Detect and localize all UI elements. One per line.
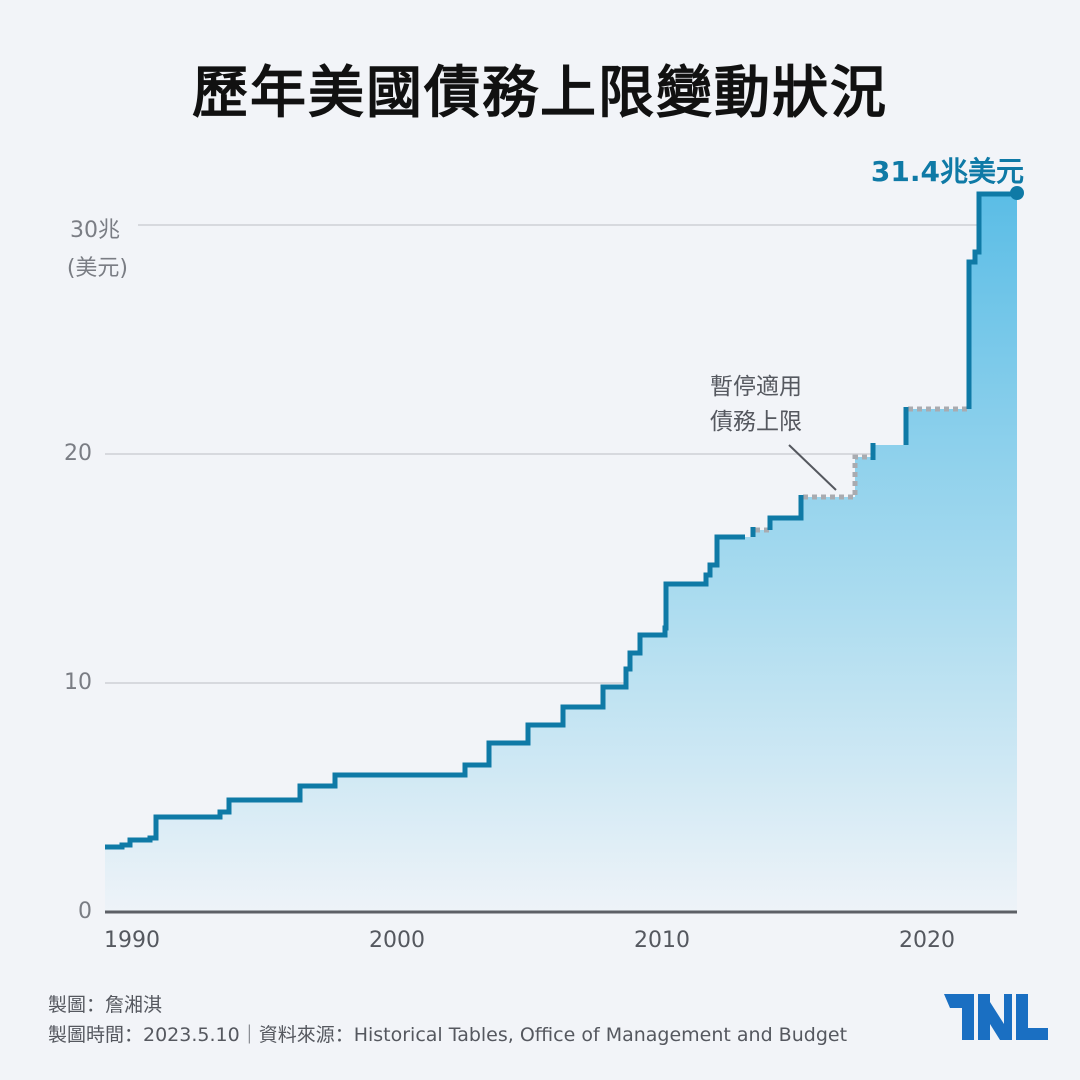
x-tick-1990: 1990 xyxy=(104,928,160,953)
x-tick-2010: 2010 xyxy=(634,928,690,953)
y-tick-30: 30兆 xyxy=(70,218,120,243)
annotation-line-1: 暫停適用 xyxy=(710,374,802,400)
x-tick-2020: 2020 xyxy=(899,928,955,953)
annotation-leader xyxy=(788,444,837,491)
y-tick-0: 0 xyxy=(78,899,92,924)
latest-value-callout: 31.4兆美元 xyxy=(870,155,1024,188)
chart-title: 歷年美國債務上限變動狀況 xyxy=(192,61,888,126)
debt-ceiling-line xyxy=(105,191,1017,850)
suspension-annotation: 暫停適用 債務上限 xyxy=(710,370,802,440)
tnl-logo xyxy=(944,994,1048,1040)
footer-meta: 製圖時間：2023.5.10｜資料來源：Historical Tables, O… xyxy=(48,1024,848,1046)
y-axis-unit: (美元) xyxy=(66,256,128,281)
y-tick-20: 20 xyxy=(64,441,92,466)
y-tick-10: 10 xyxy=(64,670,92,695)
x-tick-2000: 2000 xyxy=(369,928,425,953)
annotation-line-2: 債務上限 xyxy=(710,409,802,435)
endpoint-marker xyxy=(1010,186,1024,200)
footer-author: 製圖：詹湘淇 xyxy=(48,994,163,1016)
debt-ceiling-area xyxy=(105,194,1017,912)
